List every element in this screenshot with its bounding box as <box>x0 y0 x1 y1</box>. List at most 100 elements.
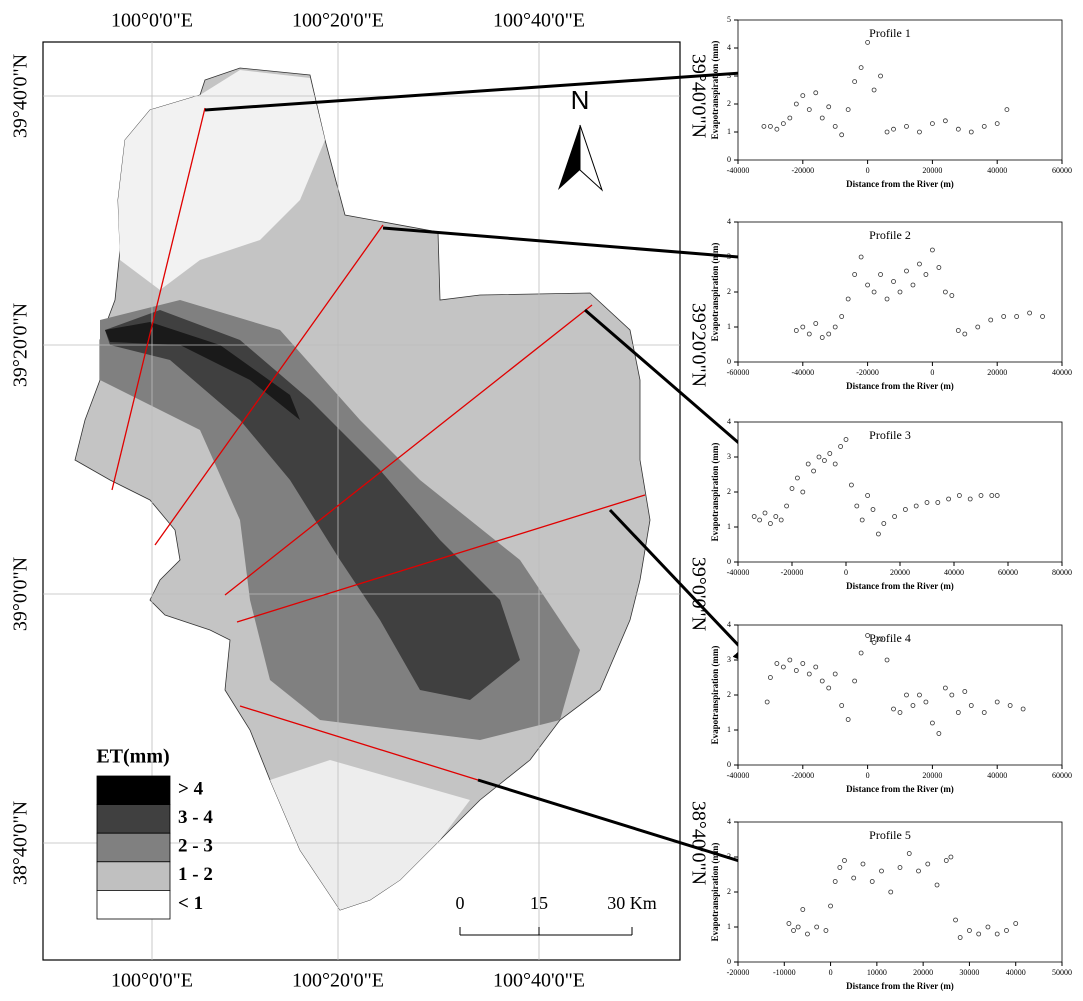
data-point <box>757 517 762 523</box>
data-point <box>957 493 962 498</box>
data-point <box>845 717 851 722</box>
x-tick-label: 20000 <box>913 968 933 977</box>
data-point <box>871 640 877 645</box>
x-tick-label: -20000 <box>856 368 879 377</box>
data-point <box>942 118 948 124</box>
data-point <box>994 493 1000 498</box>
x-tick-label: 20000 <box>987 368 1007 377</box>
legend-label: 3 - 4 <box>178 807 213 828</box>
data-point <box>793 101 799 107</box>
x-tick-label: 80000 <box>1052 568 1072 577</box>
data-point <box>843 437 849 442</box>
data-point <box>845 296 851 302</box>
data-point <box>1020 706 1026 712</box>
data-point <box>917 261 922 267</box>
data-point <box>962 689 968 694</box>
data-point <box>828 903 833 909</box>
lat-label: 39°20'0"N <box>10 303 32 387</box>
profile-lines <box>111 107 646 781</box>
data-point <box>981 124 987 129</box>
data-point <box>832 671 838 677</box>
data-point <box>897 710 903 715</box>
data-point <box>994 699 1000 705</box>
x-tick-label: -10000 <box>773 968 796 977</box>
data-point <box>870 507 876 512</box>
chart-title: Profile 1 <box>869 26 911 40</box>
data-point <box>884 657 890 663</box>
y-tick-label: 4 <box>727 417 731 426</box>
data-point <box>839 314 845 319</box>
y-tick-label: 1 <box>727 922 731 931</box>
y-tick-label: 3 <box>727 71 731 80</box>
y-tick-label: 2 <box>727 99 731 108</box>
x-tick-label: -20000 <box>791 166 814 175</box>
y-tick-label: 0 <box>727 155 731 164</box>
data-point <box>957 935 963 940</box>
legend-swatch <box>96 832 171 863</box>
data-point <box>884 296 890 302</box>
x-tick-label: 40000 <box>1006 968 1026 977</box>
data-point <box>800 324 806 330</box>
data-point <box>780 664 786 670</box>
data-point <box>891 279 896 284</box>
data-point <box>975 324 981 330</box>
data-point <box>806 671 812 677</box>
data-point <box>881 521 887 526</box>
profile-chart: -40000 -20000 0 20000 40000 60000 80000 0 1 2 3 4 Pr… <box>710 417 1072 591</box>
x-tick-label: 10000 <box>867 968 887 977</box>
data-point <box>768 521 773 526</box>
data-point <box>884 129 890 135</box>
data-point <box>955 710 961 715</box>
y-axis-label: Evapotranspiration (mm) <box>710 646 720 745</box>
data-point <box>774 661 780 666</box>
profile-chart: -40000 -20000 0 20000 40000 60000 0 1 2 3 4 5 Profil… <box>710 15 1072 189</box>
data-point <box>967 496 973 502</box>
y-tick-label: 2 <box>727 287 731 296</box>
data-point <box>934 882 940 888</box>
data-point <box>989 493 995 498</box>
y-tick-label: 2 <box>727 887 731 896</box>
data-point <box>800 489 806 495</box>
data-point <box>851 875 857 881</box>
data-point <box>793 668 799 673</box>
data-point <box>878 73 883 79</box>
data-point <box>814 924 820 930</box>
data-point <box>904 124 909 129</box>
data-point <box>923 272 929 277</box>
lon-label: 100°20'0"E <box>292 10 384 32</box>
data-point <box>1014 314 1020 319</box>
data-point <box>978 493 984 498</box>
legend-title: ET(mm) <box>96 746 169 768</box>
data-point <box>819 115 825 121</box>
lat-label: 38°40'0"N <box>10 801 32 885</box>
data-point <box>1040 314 1045 319</box>
x-axis-label: Distance from the River (m) <box>846 784 954 794</box>
data-point <box>813 321 819 326</box>
x-axis-label: Distance from the River (m) <box>846 179 954 189</box>
data-point <box>1004 107 1010 112</box>
y-tick-label: 1 <box>727 127 731 136</box>
data-point <box>994 931 1000 937</box>
x-axis-label: Distance from the River (m) <box>846 581 954 591</box>
y-tick-label: 3 <box>727 852 731 861</box>
legend-label: > 4 <box>178 778 204 799</box>
data-point <box>888 889 894 895</box>
data-point <box>768 124 773 129</box>
data-point <box>913 503 919 509</box>
data-point <box>1027 310 1032 316</box>
plot-frame <box>737 421 1063 563</box>
data-point <box>878 636 883 642</box>
x-tick-label: 40000 <box>987 771 1007 780</box>
x-tick-label: 20000 <box>922 166 942 175</box>
plot-frame <box>737 221 1063 363</box>
data-point <box>780 121 786 126</box>
data-point <box>791 928 796 933</box>
x-tick-label: 60000 <box>1052 166 1072 175</box>
data-point <box>839 703 845 708</box>
peak-et <box>105 322 300 420</box>
lon-label: 100°40'0"E <box>493 10 585 32</box>
scale-bar <box>459 927 633 936</box>
data-point <box>773 514 779 519</box>
y-tick-label: 3 <box>727 452 731 461</box>
